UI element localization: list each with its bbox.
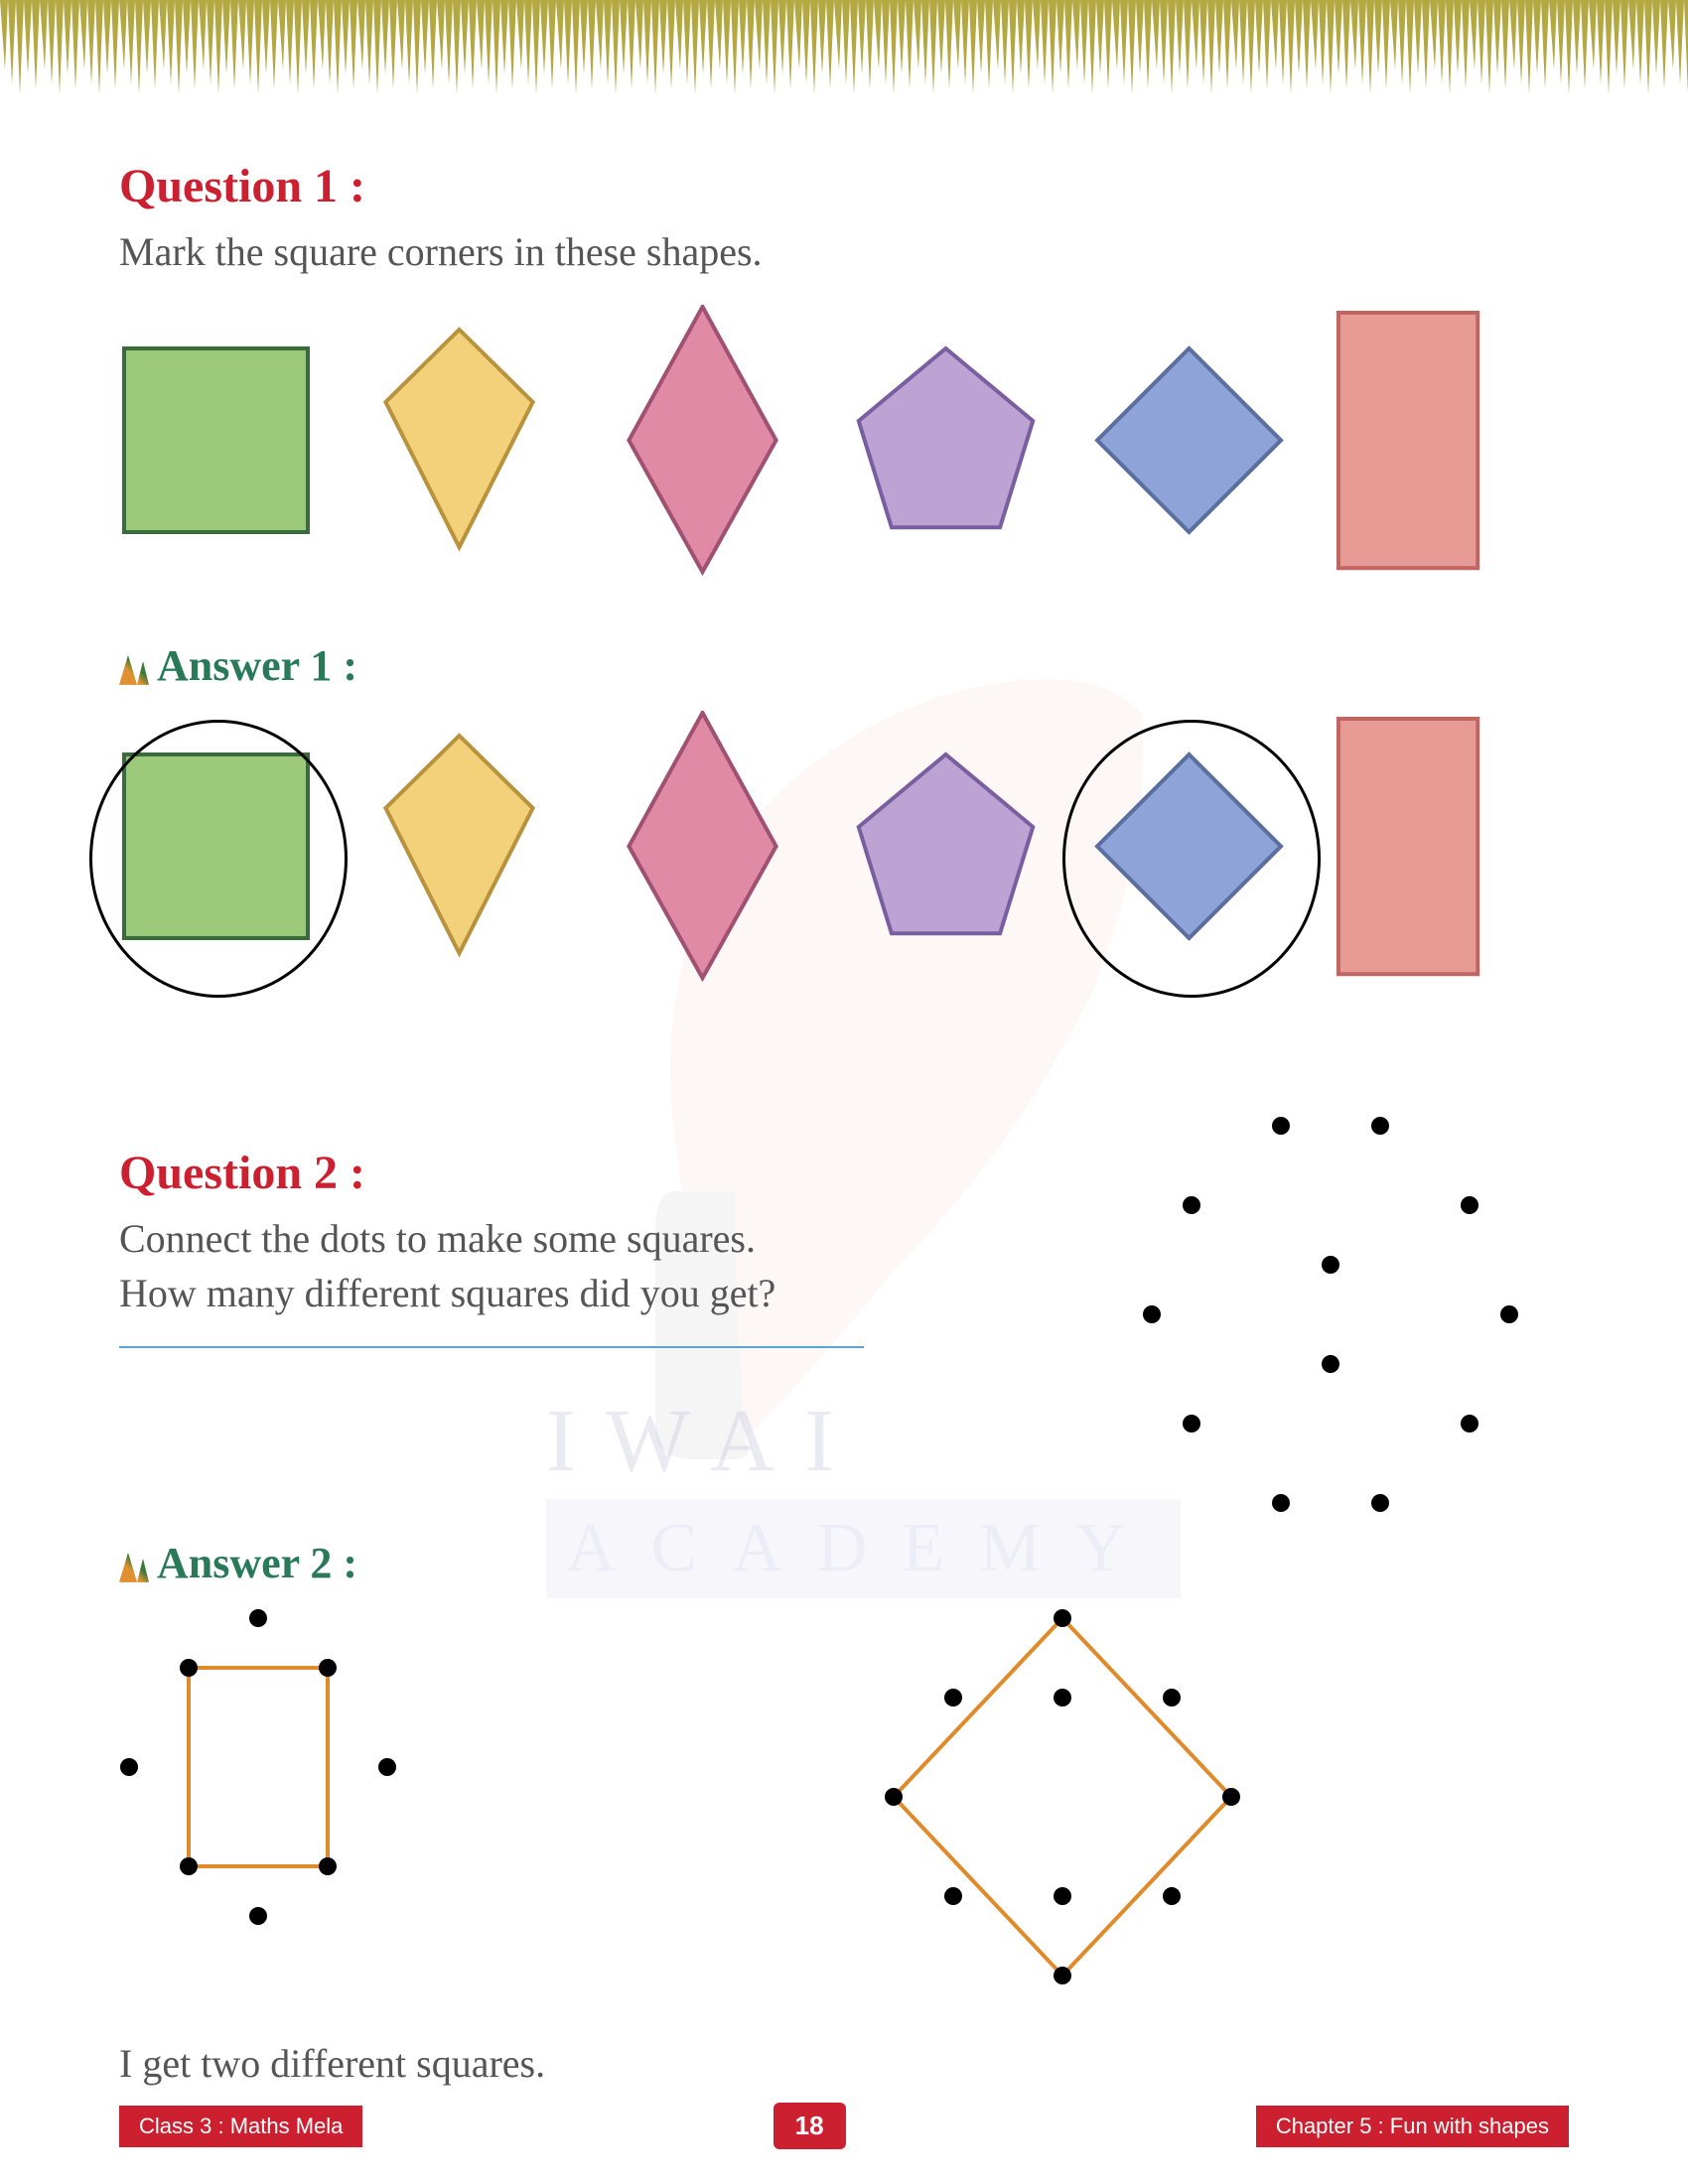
answer-2-square-right	[864, 1608, 1281, 2000]
shape-rectangle	[1336, 310, 1480, 576]
shape-rhombus-tall	[606, 305, 799, 581]
answer-shape-square	[119, 750, 313, 948]
question-2-line1: Connect the dots to make some squares.	[119, 1215, 1092, 1262]
answer-shape-rhombus-45	[1092, 750, 1286, 948]
answer-shape-pentagon	[849, 750, 1043, 948]
shape-pentagon	[849, 343, 1043, 542]
answer-2-square-left	[119, 1608, 417, 2000]
answer-shape-rectangle	[1336, 716, 1480, 982]
footer-right: Chapter 5 : Fun with shapes	[1256, 2106, 1569, 2147]
question-2-answer-line	[119, 1346, 864, 1348]
answer-2-result: I get two different squares.	[119, 2040, 1569, 2087]
question-2-line2: How many different squares did you get?	[119, 1270, 1092, 1316]
page-footer: Class 3 : Maths Mela 18 Chapter 5 : Fun …	[0, 2103, 1688, 2149]
shape-kite	[362, 325, 556, 562]
question-1-shapes-row	[119, 305, 1569, 581]
shape-square	[119, 343, 313, 542]
shape-rhombus-45	[1092, 343, 1286, 542]
question-2-dots	[1092, 1106, 1569, 1538]
answer-2-heading: Answer 2 :	[119, 1538, 1569, 1588]
answer-1-shapes-row	[119, 711, 1569, 987]
top-grass-border	[0, 0, 1688, 119]
question-2-heading: Question 2 :	[119, 1146, 1092, 1200]
question-1-text: Mark the square corners in these shapes.	[119, 228, 1569, 275]
footer-left: Class 3 : Maths Mela	[119, 2106, 362, 2147]
question-1-heading: Question 1 :	[119, 159, 1569, 213]
footer-page-number: 18	[774, 2103, 846, 2149]
answer-shape-rhombus-tall	[606, 711, 799, 987]
answer-1-heading: Answer 1 :	[119, 640, 1569, 691]
answer-shape-kite	[362, 731, 556, 968]
